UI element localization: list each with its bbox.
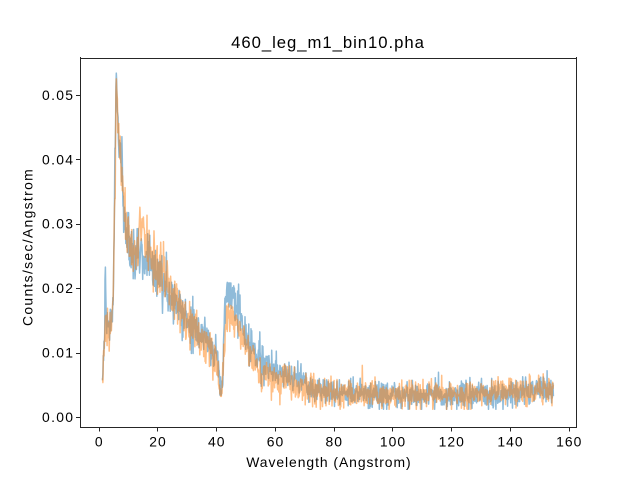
svg-text:140: 140 [497,434,523,450]
svg-text:Wavelength (Angstrom): Wavelength (Angstrom) [246,454,411,470]
svg-text:0.04: 0.04 [42,151,74,167]
svg-text:0.03: 0.03 [42,216,74,232]
svg-text:0.02: 0.02 [42,280,74,296]
svg-text:40: 40 [208,434,226,450]
svg-text:0.00: 0.00 [42,409,74,425]
svg-text:0: 0 [95,434,104,450]
svg-text:0.01: 0.01 [42,345,74,361]
svg-text:460_leg_m1_bin10.pha: 460_leg_m1_bin10.pha [231,33,425,52]
svg-text:100: 100 [380,434,406,450]
svg-text:80: 80 [325,434,343,450]
svg-text:0.05: 0.05 [42,87,74,103]
svg-text:60: 60 [267,434,285,450]
svg-text:20: 20 [149,434,167,450]
svg-text:160: 160 [556,434,582,450]
svg-text:120: 120 [439,434,465,450]
svg-text:Counts/sec/Angstrom: Counts/sec/Angstrom [19,168,35,326]
